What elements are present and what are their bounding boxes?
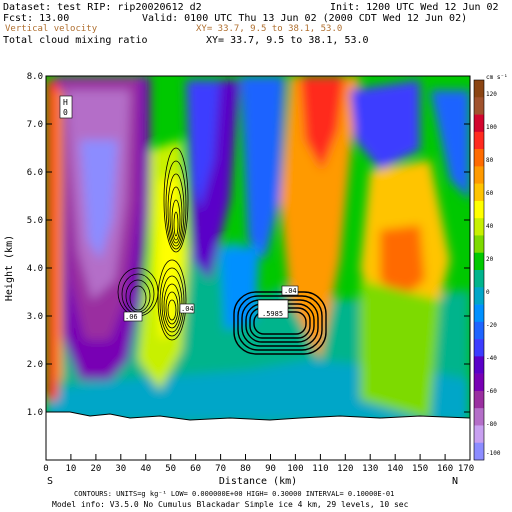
colorbar-label: -20	[486, 322, 497, 329]
terrain-mask	[46, 412, 470, 460]
colorbar-label: -80	[486, 421, 497, 428]
high-value: 0	[63, 108, 68, 117]
x-tick-label: 50	[165, 464, 176, 474]
x-tick-label: 150	[412, 464, 428, 474]
colorbar-swatch	[474, 80, 484, 98]
x-axis-title: Distance (km)	[219, 476, 297, 487]
y-tick-label: 3.0	[27, 312, 43, 322]
colorbar-swatch	[474, 356, 484, 374]
contour-label-right-center: .5985	[262, 310, 283, 318]
colorbar-label: 40	[486, 223, 494, 230]
colorbar-label: 20	[486, 256, 494, 263]
contour-labels: H 0 .04 .5985 .04 .06	[59, 95, 299, 322]
x-tick-label: 90	[265, 464, 276, 474]
x-axis-ticks	[45, 454, 471, 460]
colorbar-unit: cm s⁻¹	[486, 74, 508, 81]
x-tick-label: 40	[140, 464, 151, 474]
vertical-velocity-field: H 0 .04 .5985 .04 .06	[46, 76, 470, 460]
x-tick-label: 20	[90, 464, 101, 474]
x-tick-label: 160	[437, 464, 453, 474]
colorbar-label: 80	[486, 157, 494, 164]
valid-time: Valid: 0100 UTC Thu 13 Jun 02 (2000 CDT …	[142, 13, 468, 24]
field2-name: Total cloud mixing ratio	[3, 35, 148, 46]
colorbar	[473, 79, 485, 461]
y-tick-label: 2.0	[27, 360, 43, 370]
y-tick-label: 5.0	[27, 216, 43, 226]
x-tick-label: 10	[65, 464, 76, 474]
contour-label-right-top: .04	[284, 287, 297, 295]
colorbar-swatch	[474, 304, 484, 323]
cloud-contours	[117, 147, 327, 355]
colorbar-frame	[473, 79, 485, 461]
contour-label-middle: .04	[181, 305, 194, 313]
colorbar-swatch	[474, 270, 484, 288]
x-tick-label: 70	[215, 464, 226, 474]
x-tick-label: 140	[387, 464, 403, 474]
x-tick-label: 100	[287, 464, 303, 474]
colorbar-swatch	[474, 373, 484, 392]
terrain-line	[46, 411, 470, 421]
colorbar-label: 100	[486, 124, 497, 131]
x-tick-label: 60	[190, 464, 201, 474]
field1-name: Vertical velocity	[5, 24, 98, 34]
contours-info: CONTOURS: UNITS=g kg⁻¹ LOW= 0.000000E+00…	[74, 490, 395, 498]
y-axis-labels: 1.0 2.0 3.0 4.0 5.0 6.0 7.0 8.0	[27, 72, 43, 418]
colorbar-swatch	[474, 114, 484, 133]
contour-group-upper	[163, 147, 189, 253]
colorbar-swatch	[474, 131, 484, 150]
y-axis-title: Height (km)	[4, 235, 15, 301]
colorbar-swatch	[474, 149, 484, 167]
colorbar-label: 120	[486, 91, 497, 98]
field2-xy: XY= 33.7, 9.5 to 38.1, 53.0	[206, 35, 369, 46]
colorbar-label: -100	[486, 450, 501, 457]
colorbar-swatch	[474, 287, 484, 305]
colorbar-swatch	[474, 408, 484, 426]
x-tick-label: 120	[337, 464, 353, 474]
colorbar-swatch	[474, 97, 484, 115]
colorbar-labels: 120 100 80 60 40 20 0 -20 -40 -60 -80 -1…	[486, 91, 501, 457]
x-tick-label: 130	[362, 464, 378, 474]
colorbar-swatch	[474, 321, 484, 340]
colorbar-swatch	[474, 390, 484, 409]
colorbar-swatch	[474, 218, 484, 236]
y-axis-ticks	[46, 75, 470, 413]
x-tick-label: 110	[312, 464, 328, 474]
x-axis-labels: 0 10 20 30 40 50 60 70 80 90 100 110 120…	[43, 464, 474, 474]
init-time: Init: 1200 UTC Wed 12 Jun 02	[330, 2, 499, 13]
y-tick-label: 4.0	[27, 264, 43, 274]
colorbar-swatch	[474, 442, 484, 461]
forecast-hour: Fcst: 13.00	[3, 13, 70, 24]
x-tick-label: 170	[458, 464, 474, 474]
x-tick-label: 0	[43, 464, 48, 474]
colorbar-swatch	[474, 425, 484, 444]
dataset-label: Dataset: test RIP: rip20020612 d2	[3, 2, 202, 13]
y-tick-label: 7.0	[27, 120, 43, 130]
colorbar-swatch	[474, 339, 484, 357]
x-tick-label: 80	[240, 464, 251, 474]
colorbar-label: -60	[486, 388, 497, 395]
colorbar-label: -40	[486, 355, 497, 362]
colorbar-swatch	[474, 166, 484, 184]
colorbar-label: 0	[486, 289, 490, 296]
colorbar-swatch	[474, 183, 484, 202]
y-tick-label: 1.0	[27, 408, 43, 418]
colorbar-swatch	[474, 200, 484, 219]
x-tick-label: 30	[115, 464, 126, 474]
colorbar-swatch	[474, 252, 484, 271]
colorbar-swatch	[474, 235, 484, 254]
field1-xy: XY= 33.7, 9.5 to 38.1, 53.0	[196, 24, 343, 34]
contour-group-lower	[157, 259, 187, 341]
y-tick-label: 8.0	[27, 72, 43, 82]
south-end-label: S	[47, 476, 53, 487]
north-end-label: N	[452, 476, 458, 487]
colorbar-label: 60	[486, 190, 494, 197]
model-info: Model info: V3.5.0 No Cumulus Blackadar …	[52, 500, 409, 509]
y-tick-label: 6.0	[27, 168, 43, 178]
contour-label-left: .06	[125, 313, 138, 321]
high-marker: H	[63, 98, 68, 107]
